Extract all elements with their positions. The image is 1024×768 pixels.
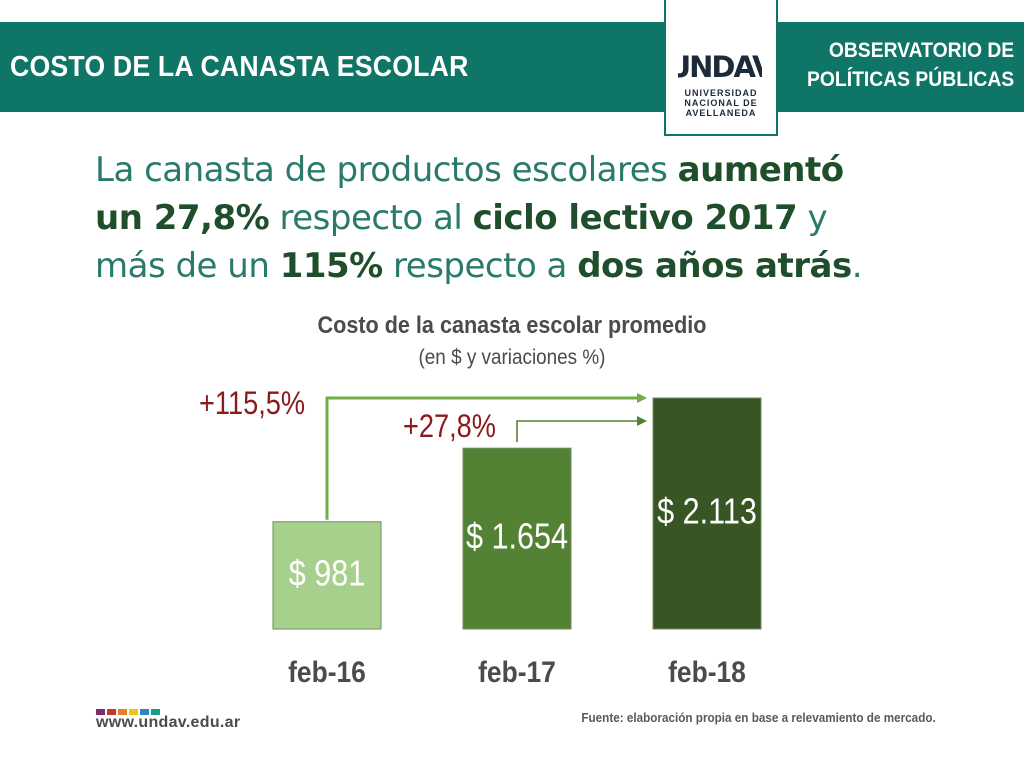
footer-source: Fuente: elaboración propia en base a rel… [581,710,936,725]
chart-title: Costo de la canasta escolar promedio [317,312,707,339]
page-title: COSTO DE LA CANASTA ESCOLAR [10,51,469,83]
category-label-feb-17: feb-17 [478,654,556,688]
bar-feb-17 [462,447,572,630]
headline-text-2: respecto al [269,198,473,238]
value-label-feb-17: $ 1.654 [466,517,568,557]
headline-text-6: . [851,246,863,286]
headline-bold-1: aumentó [677,150,844,190]
headline-text-4: más de un [95,246,280,286]
category-label-feb-18: feb-18 [668,654,746,688]
bar-feb-16 [272,521,382,630]
undav-logo: UNDAV UNIVERSIDAD NACIONAL DE AVELLANEDA [664,0,778,136]
annotation-+115,5%: +115,5% [199,386,305,422]
annotation-+27,8%: +27,8% [403,409,496,445]
headline-bold-3: ciclo lectivo 2017 [472,198,798,238]
headline-bold-4: 115% [279,246,384,286]
chart-subtitle: (en $ y variaciones %) [418,346,606,369]
headline-text-1: La canasta de productos escolares [95,150,678,190]
headline-bold-2: un 27,8% [95,198,270,238]
footer-url: www.undav.edu.ar [96,714,241,731]
color-swatch [140,709,149,715]
color-swatch [107,709,116,715]
logo-line-2: NACIONAL DE [684,98,758,108]
headline-text-3: y [797,198,828,238]
observatorio-line-2: POLÍTICAS PÚBLICAS [806,68,1014,91]
value-label-feb-18: $ 2.113 [657,492,757,532]
category-label-feb-16: feb-16 [288,654,366,688]
logo-mark-text: UNDAV [678,50,762,82]
color-swatch [118,709,127,715]
bar-feb-18 [652,397,762,630]
headline-text-5: respecto a [382,246,578,286]
headline: La canasta de productos escolares aument… [95,146,975,290]
undav-logo-mark: UNDAV [678,50,762,82]
value-label-feb-16: $ 981 [289,554,366,594]
color-swatch [96,709,105,715]
arrow-feb-16-to-feb-18 [325,393,647,520]
observatorio-line-1: OBSERVATORIO DE [828,39,1014,62]
logo-line-3: AVELLANEDA [685,108,757,118]
headline-bold-5: dos años atrás [577,246,852,286]
header-band [0,22,1024,112]
arrow-feb-17-to-feb-18 [516,416,647,443]
logo-line-1: UNIVERSIDAD [684,88,758,98]
color-swatch [129,709,138,715]
observatorio-label: OBSERVATORIO DE POLÍTICAS PÚBLICAS [807,36,1014,94]
color-swatch [151,709,160,715]
